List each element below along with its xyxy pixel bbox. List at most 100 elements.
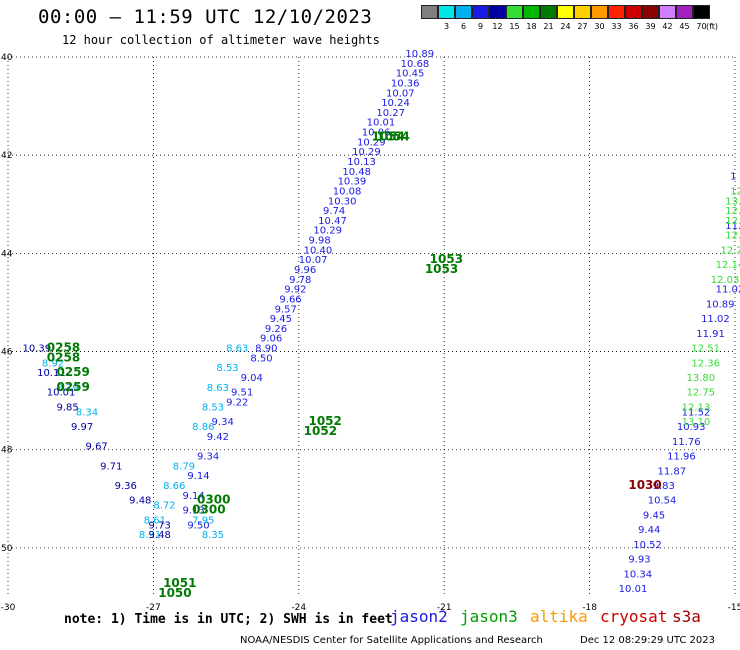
wave-height-label: 10.52: [633, 540, 662, 551]
timestamp-text: Dec 12 08:29:29 UTC 2023: [580, 635, 715, 646]
wave-height-label: 7.95: [192, 515, 214, 526]
wave-height-label: 9.98: [308, 236, 330, 247]
wave-height-label: 10.27: [376, 108, 405, 119]
wave-height-label: 9.48: [149, 530, 171, 541]
wave-height-label: 9.45: [270, 314, 292, 325]
wave-height-label: 9.45: [643, 510, 665, 521]
wave-height-label: 8.79: [56, 383, 78, 394]
scale-label: 21: [543, 22, 554, 31]
wave-height-label: 10.93: [677, 422, 706, 433]
time-stamp-label: 1050: [158, 586, 191, 600]
wave-height-label: 11.02: [701, 314, 730, 325]
wave-height-label: 9.34: [197, 452, 219, 463]
scale-swatch: [421, 5, 438, 19]
wave-height-label: 12.: [730, 186, 740, 197]
wave-height-label: 12.8: [725, 216, 740, 227]
wave-height-label: 10.01: [367, 118, 396, 129]
wave-height-label: 9.06: [260, 334, 282, 345]
time-stamp-label: 1053: [425, 262, 458, 276]
scale-label: 42: [662, 22, 673, 31]
time-stamp-label: 1054: [372, 129, 405, 143]
wave-height-label: 10.29: [313, 226, 342, 237]
scale-label: 3: [443, 22, 450, 31]
wave-height-label: 10.89: [706, 299, 735, 310]
wave-height-label: 10.07: [299, 255, 328, 266]
wave-height-label: 9.57: [275, 304, 297, 315]
wave-height-label: 8.72: [153, 501, 175, 512]
time-stamp-label: 1052: [304, 424, 337, 438]
wave-height-label: 8.34: [76, 407, 98, 418]
scale-label: 39: [645, 22, 656, 31]
scale-label: 15: [509, 22, 520, 31]
scale-label: 24: [560, 22, 571, 31]
scale-label: 70: [696, 22, 707, 31]
wave-height-label: 9.83: [653, 481, 675, 492]
lat-tick-label: 48: [1, 446, 13, 456]
wave-height-label: 11.76: [672, 437, 701, 448]
wave-height-label: 10.39: [338, 177, 367, 188]
wave-height-label: 9.74: [323, 206, 345, 217]
wave-height-label: 9.93: [628, 555, 650, 566]
wave-height-label: 9.04: [241, 373, 263, 384]
wave-height-label: 10.68: [401, 59, 430, 70]
time-stamp-label: 1054: [376, 129, 409, 143]
wave-height-label: 9.97: [71, 422, 93, 433]
lon-tick-label: -24: [291, 603, 306, 613]
wave-height-label: 10.01: [619, 584, 648, 595]
wave-height-label: 8.66: [163, 481, 185, 492]
wave-height-label: 10.11: [37, 368, 66, 379]
scale-label: 36: [628, 22, 639, 31]
time-stamp-label: 1051: [163, 576, 196, 590]
wave-height-label: 9.51: [231, 388, 253, 399]
wave-height-label: 10.07: [386, 88, 415, 99]
wave-height-label: 9.14: [187, 471, 209, 482]
wave-height-label: 8.61: [144, 515, 166, 526]
scale-label: 30: [594, 22, 605, 31]
footnote: note: 1) Time is in UTC; 2) SWH is in fe…: [64, 612, 393, 627]
wave-height-label: 13.10: [682, 417, 711, 428]
wave-height-label: 13.80: [687, 373, 716, 384]
wave-height-label: 12.13: [682, 402, 711, 413]
wave-height-label: 9.48: [129, 496, 151, 507]
wave-height-label: 9.85: [56, 402, 78, 413]
wave-height-label: 10.29: [357, 137, 386, 148]
wave-height-label: 9.71: [100, 461, 122, 472]
wave-height-label: 9.50: [187, 520, 209, 531]
wave-height-label: 10.08: [333, 186, 362, 197]
wave-height-label: 9.42: [207, 432, 229, 443]
wave-height-label: 9.14: [182, 491, 204, 502]
wave-height-label: 10.47: [318, 216, 347, 227]
scale-label: 27: [577, 22, 588, 31]
wave-height-label: 10.34: [624, 569, 653, 580]
lon-tick-label: -27: [146, 603, 161, 613]
wave-height-label: 10.24: [381, 98, 410, 109]
wave-height-label: 11.91: [696, 329, 725, 340]
scale-label: 9: [477, 22, 484, 31]
wave-height-label: 9.92: [284, 285, 306, 296]
wave-height-label: 8.86: [192, 422, 214, 433]
wave-height-label: 8.90: [255, 344, 277, 355]
scale-label: 33: [611, 22, 622, 31]
wave-height-label: 8.63: [226, 344, 248, 355]
time-stamp-label: 0258: [47, 350, 80, 364]
wave-height-label: 12.75: [687, 388, 716, 399]
wave-height-label: 10.89: [405, 49, 434, 60]
scale-label: 12: [492, 22, 503, 31]
color-scale-labels: 3 6 9 12 15 18 21 24 27 30 33 36 39 42 45 70: [421, 22, 710, 31]
color-scale-legend: [421, 5, 710, 19]
wave-height-label: 10.13: [347, 157, 376, 168]
color-scale-unit: (ft): [706, 22, 719, 31]
scale-swatch: [540, 5, 557, 19]
lon-tick-label: -30: [1, 603, 16, 613]
wave-height-label: 10.01: [47, 388, 76, 399]
credit-text: NOAA/NESDIS Center for Satellite Applica…: [240, 635, 543, 646]
satellite-altika: altika: [530, 607, 588, 626]
wave-height-label: 9.44: [638, 525, 660, 536]
wave-height-label: 9.67: [86, 442, 108, 453]
wave-height-label: 11.87: [657, 466, 686, 477]
wave-height-label: 11.02: [716, 285, 740, 296]
satellite-cryosat: cryosat: [600, 607, 668, 626]
lat-tick-label: 44: [1, 249, 13, 259]
scale-swatch: [438, 5, 455, 19]
scale-swatch: [557, 5, 574, 19]
